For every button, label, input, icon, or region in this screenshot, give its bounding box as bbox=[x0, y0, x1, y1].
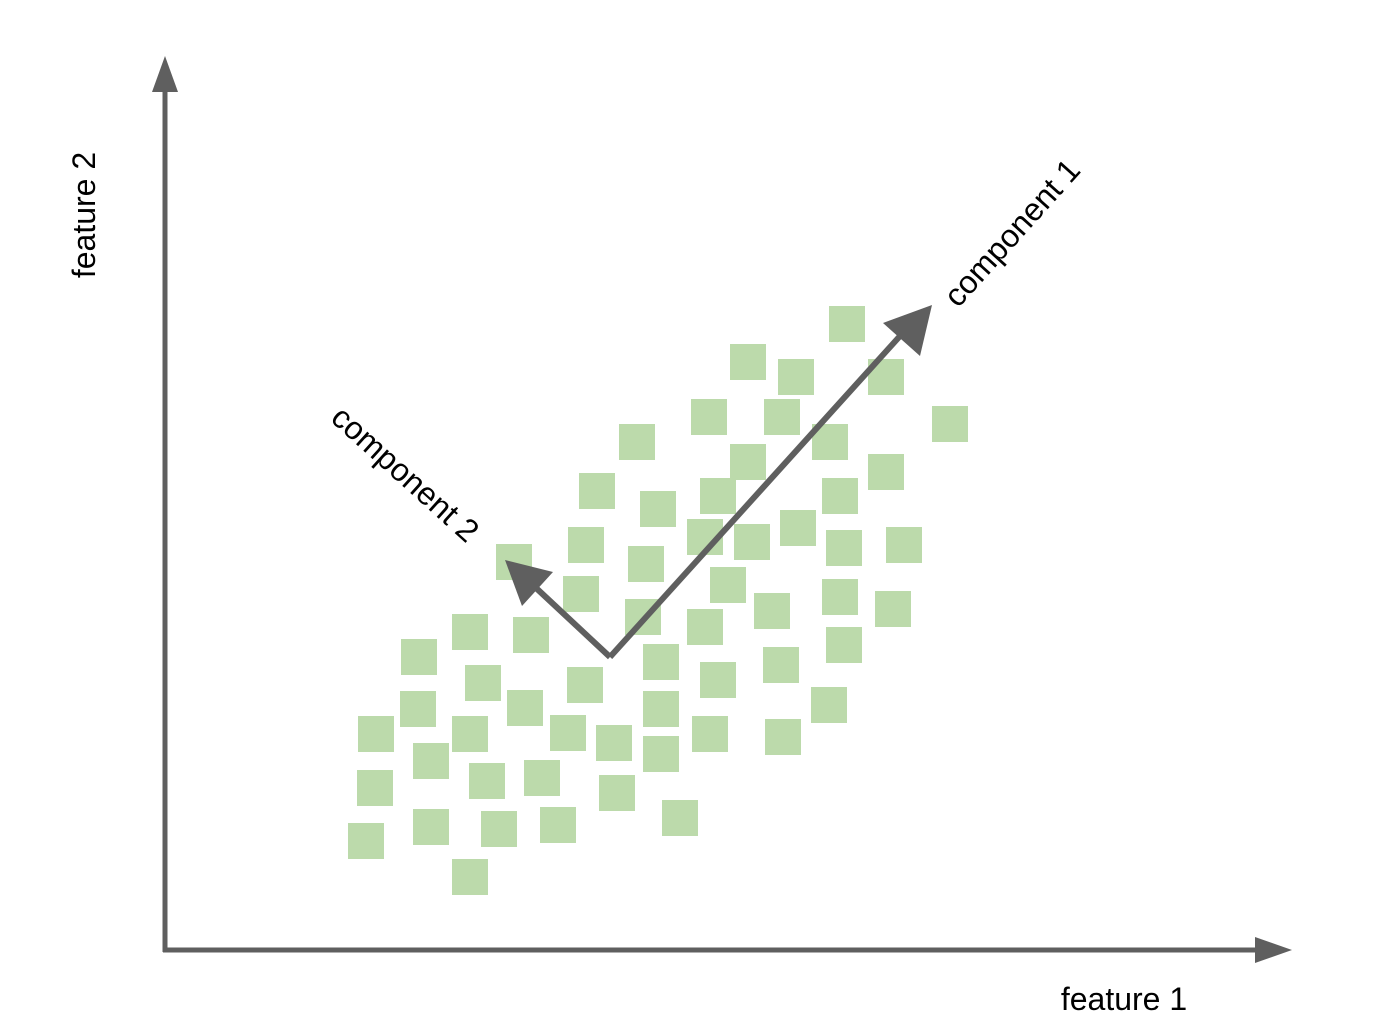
data-point bbox=[932, 406, 968, 442]
data-point bbox=[868, 454, 904, 490]
data-point bbox=[764, 399, 800, 435]
data-point bbox=[643, 691, 679, 727]
data-point bbox=[628, 546, 664, 582]
data-point bbox=[524, 760, 560, 796]
data-point bbox=[886, 527, 922, 563]
data-point bbox=[875, 591, 911, 627]
data-point bbox=[763, 647, 799, 683]
data-point bbox=[452, 614, 488, 650]
data-point bbox=[401, 639, 437, 675]
component-2-arrowhead bbox=[505, 560, 553, 606]
data-point bbox=[691, 399, 727, 435]
data-point bbox=[452, 859, 488, 895]
y-axis-label: feature 2 bbox=[66, 152, 102, 278]
data-point bbox=[692, 716, 728, 752]
x-axis-arrowhead bbox=[1255, 937, 1292, 963]
data-point bbox=[599, 775, 635, 811]
component-1-vector bbox=[607, 333, 903, 660]
data-point bbox=[826, 627, 862, 663]
component-2-label: component 2 bbox=[325, 399, 487, 550]
data-point bbox=[822, 579, 858, 615]
data-points bbox=[348, 306, 968, 895]
data-point bbox=[778, 359, 814, 395]
data-point bbox=[413, 809, 449, 845]
data-point bbox=[348, 823, 384, 859]
data-point bbox=[662, 800, 698, 836]
data-point bbox=[619, 424, 655, 460]
data-point bbox=[826, 530, 862, 566]
data-point bbox=[358, 716, 394, 752]
data-point bbox=[754, 593, 790, 629]
data-point bbox=[513, 617, 549, 653]
data-point bbox=[822, 478, 858, 514]
data-point bbox=[811, 687, 847, 723]
component-1-label: component 1 bbox=[937, 152, 1088, 314]
data-point bbox=[567, 667, 603, 703]
data-point bbox=[643, 644, 679, 680]
data-point bbox=[469, 763, 505, 799]
data-point bbox=[452, 716, 488, 752]
data-point bbox=[700, 662, 736, 698]
data-point bbox=[563, 576, 599, 612]
data-point bbox=[481, 811, 517, 847]
component-2-vector bbox=[532, 584, 613, 660]
data-point bbox=[413, 743, 449, 779]
data-point bbox=[734, 524, 770, 560]
component-1-arrowhead bbox=[883, 305, 932, 356]
data-point bbox=[540, 807, 576, 843]
data-point bbox=[730, 444, 766, 480]
data-point bbox=[710, 567, 746, 603]
data-point bbox=[765, 719, 801, 755]
data-point bbox=[643, 736, 679, 772]
data-point bbox=[357, 770, 393, 806]
data-point bbox=[596, 725, 632, 761]
data-point bbox=[568, 527, 604, 563]
data-point bbox=[829, 306, 865, 342]
data-point bbox=[700, 478, 736, 514]
data-point bbox=[579, 473, 615, 509]
data-point bbox=[640, 491, 676, 527]
data-point bbox=[687, 609, 723, 645]
y-axis-arrowhead bbox=[152, 56, 178, 92]
data-point bbox=[780, 510, 816, 546]
data-point bbox=[550, 715, 586, 751]
data-point bbox=[507, 690, 543, 726]
data-point bbox=[400, 691, 436, 727]
x-axis-label: feature 1 bbox=[1061, 981, 1187, 1017]
data-point bbox=[465, 665, 501, 701]
data-point bbox=[730, 344, 766, 380]
